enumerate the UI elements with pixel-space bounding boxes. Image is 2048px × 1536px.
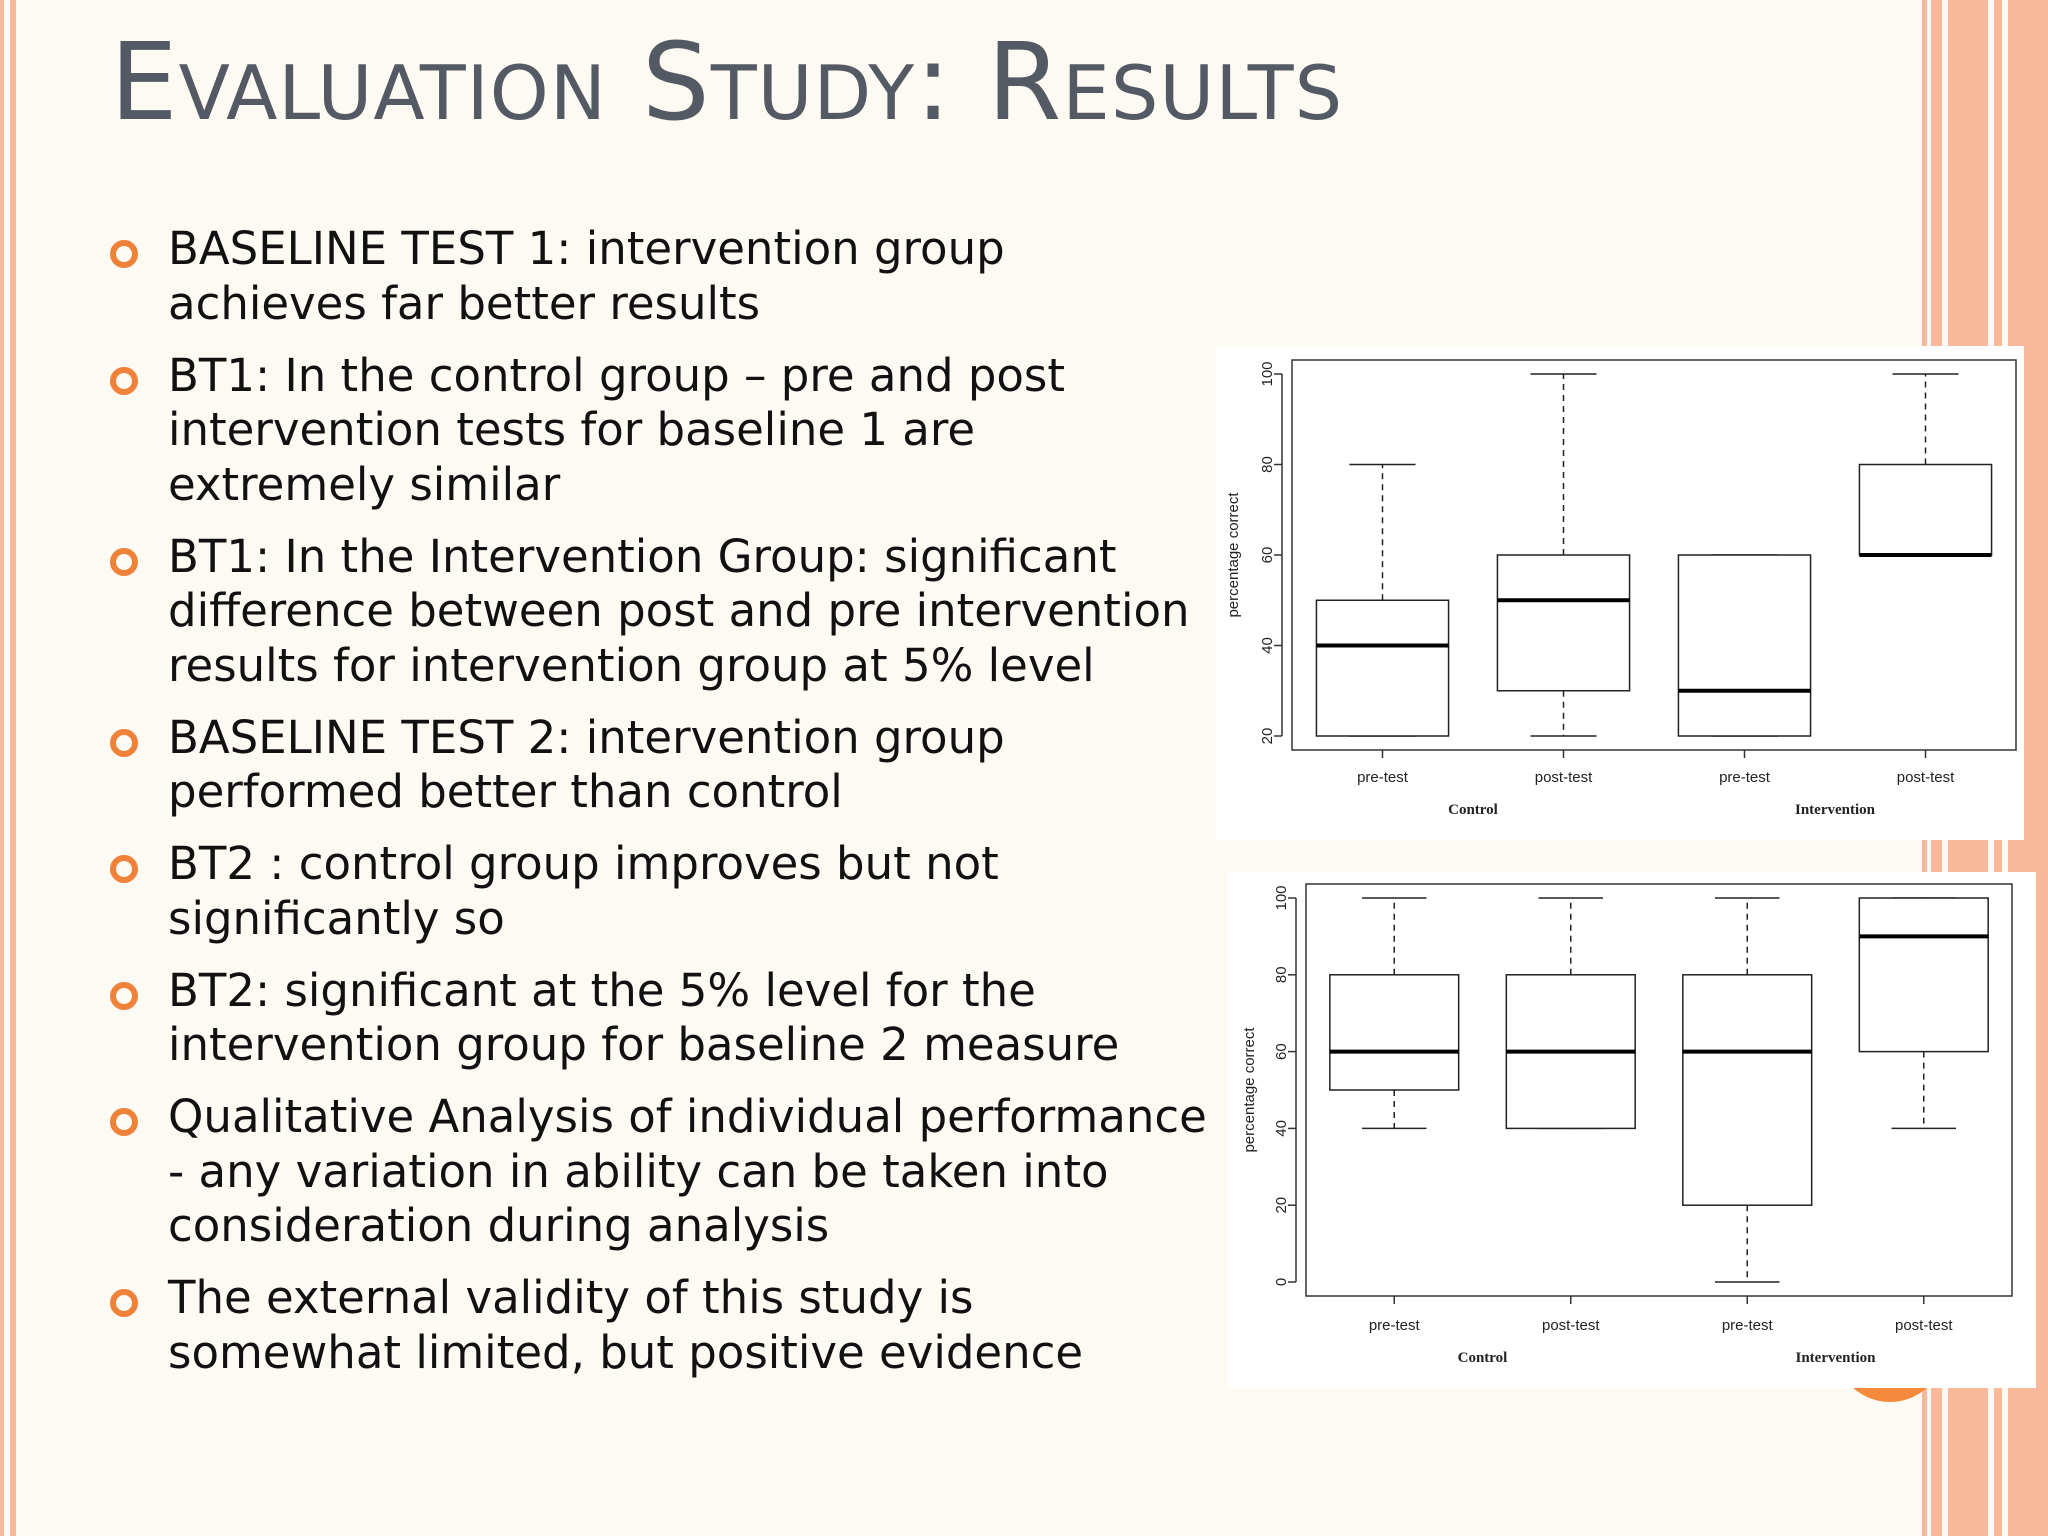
page-title: Evaluation Study: Results [110, 21, 1344, 145]
boxplot-baseline-2: 0 20 40 60 80 100 percentage correct pre-test po… [1241, 883, 2013, 1366]
x-tick-label: post-test [1535, 769, 1593, 786]
bullet-circle-icon [110, 728, 138, 757]
bullet-circle-icon [110, 1289, 138, 1317]
y-tick-label: 40 [1273, 1120, 1290, 1137]
x-tick-label: post-test [1542, 1317, 1600, 1334]
bullet-item: BASELINE TEST 1: intervention group achi… [108, 222, 1208, 331]
bullet-item: The external validity of this study is s… [108, 1271, 1208, 1380]
bullet-item: Qualitative Analysis of individual perfo… [108, 1090, 1208, 1254]
bullet-item: BT2: significant at the 5% level for the… [108, 964, 1208, 1073]
bullet-text: BT2 : control group improves but not sig… [168, 837, 999, 945]
bullet-text: The external validity of this study is s… [168, 1271, 1084, 1379]
bullet-circle-icon [110, 855, 138, 883]
x-group-label: Intervention [1796, 1350, 1877, 1366]
bullet-text: BASELINE TEST 1: intervention group achi… [168, 222, 1005, 330]
y-tick-label: 0 [1273, 1278, 1290, 1286]
y-tick-label: 80 [1273, 966, 1290, 983]
y-tick-label: 40 [1259, 637, 1276, 654]
bullet-item: BASELINE TEST 2: intervention group perf… [108, 711, 1208, 820]
y-axis-label: percentage correct [1241, 1027, 1258, 1153]
bullet-text: BT1: In the control group – pre and post… [168, 348, 1066, 511]
boxplot-baseline-1: 20 40 60 80 100 percentage correct pre-test pos… [1225, 359, 2017, 818]
x-group-label: Control [1458, 1350, 1508, 1366]
bullet-circle-icon [110, 1108, 138, 1136]
x-tick-label: pre-test [1369, 1317, 1421, 1334]
decor-stripe-left [10, 0, 16, 1536]
box-iqr [1496, 554, 1631, 692]
bullet-text: BASELINE TEST 2: intervention group perf… [168, 710, 1005, 819]
x-tick-label: pre-test [1357, 769, 1409, 786]
box-iqr [1677, 554, 1812, 737]
boxplot-panel-baseline-1: 20 40 60 80 100 percentage correct pre-test pos… [1216, 346, 2024, 840]
box-iqr [1858, 897, 1989, 1053]
x-group-label: Intervention [1795, 802, 1876, 818]
bullet-list: BASELINE TEST 1: intervention group achi… [108, 222, 1208, 1398]
box-iqr [1315, 599, 1450, 737]
bullet-circle-icon [110, 981, 138, 1010]
decor-stripe-left [0, 0, 4, 1536]
bullet-circle-icon [110, 547, 138, 576]
x-tick-label: post-test [1897, 769, 1955, 786]
bullet-item: BT1: In the control group – pre and post… [108, 349, 1208, 513]
y-tick-label: 60 [1273, 1043, 1290, 1060]
x-tick-label: post-test [1895, 1317, 1953, 1334]
y-tick-label: 20 [1259, 728, 1276, 745]
x-group-label: Control [1448, 802, 1498, 818]
y-tick-label: 80 [1259, 456, 1276, 473]
box-iqr [1682, 974, 1813, 1206]
bullet-text: BT2: significant at the 5% level for the… [168, 963, 1120, 1072]
bullet-text: Qualitative Analysis of individual perfo… [168, 1090, 1207, 1252]
x-tick-label: pre-test [1719, 769, 1771, 786]
boxplot-panel-baseline-2: 0 20 40 60 80 100 percentage correct pre-test po… [1228, 872, 2036, 1388]
bullet-circle-icon [110, 240, 138, 268]
bullet-item: BT2 : control group improves but not sig… [108, 837, 1208, 946]
box-iqr [1329, 974, 1460, 1091]
bullet-circle-icon [110, 366, 138, 395]
y-tick-label: 100 [1273, 885, 1290, 910]
plot-frame [1291, 359, 2017, 751]
x-tick-label: pre-test [1722, 1317, 1774, 1334]
y-axis-label: percentage correct [1225, 492, 1242, 618]
y-tick-label: 20 [1273, 1197, 1290, 1214]
plot-frame [1305, 883, 2013, 1297]
y-tick-label: 100 [1259, 361, 1276, 386]
y-tick-label: 60 [1259, 547, 1276, 564]
box-iqr [1858, 463, 1993, 556]
bullet-text: BT1: In the Intervention Group: signific… [168, 529, 1190, 692]
bullet-item: BT1: In the Intervention Group: signific… [108, 530, 1208, 694]
